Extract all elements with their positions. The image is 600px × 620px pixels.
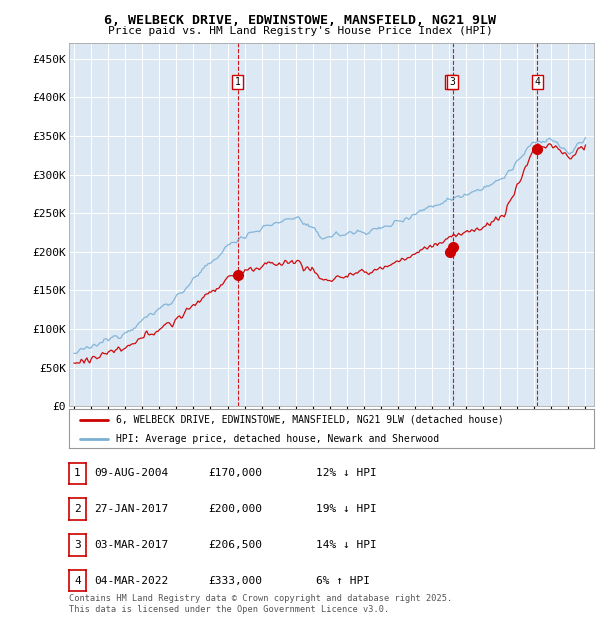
- Text: 19% ↓ HPI: 19% ↓ HPI: [316, 504, 377, 514]
- Text: 1: 1: [74, 468, 81, 478]
- Text: £200,000: £200,000: [208, 504, 262, 514]
- Text: £170,000: £170,000: [208, 468, 262, 478]
- Text: 6, WELBECK DRIVE, EDWINSTOWE, MANSFIELD, NG21 9LW: 6, WELBECK DRIVE, EDWINSTOWE, MANSFIELD,…: [104, 14, 496, 27]
- Text: 3: 3: [449, 77, 455, 87]
- Text: 6, WELBECK DRIVE, EDWINSTOWE, MANSFIELD, NG21 9LW (detached house): 6, WELBECK DRIVE, EDWINSTOWE, MANSFIELD,…: [116, 415, 504, 425]
- Text: 4: 4: [74, 576, 81, 586]
- Text: 2: 2: [448, 77, 453, 87]
- Text: 2: 2: [74, 504, 81, 514]
- Text: 03-MAR-2017: 03-MAR-2017: [94, 540, 169, 550]
- Text: HPI: Average price, detached house, Newark and Sherwood: HPI: Average price, detached house, Newa…: [116, 434, 439, 444]
- Text: 6% ↑ HPI: 6% ↑ HPI: [316, 576, 370, 586]
- Text: 04-MAR-2022: 04-MAR-2022: [94, 576, 169, 586]
- Text: 3: 3: [74, 540, 81, 550]
- Text: 09-AUG-2004: 09-AUG-2004: [94, 468, 169, 478]
- Text: Contains HM Land Registry data © Crown copyright and database right 2025.
This d: Contains HM Land Registry data © Crown c…: [69, 595, 452, 614]
- Text: 4: 4: [535, 77, 540, 87]
- Text: 1: 1: [235, 77, 241, 87]
- Text: 14% ↓ HPI: 14% ↓ HPI: [316, 540, 377, 550]
- Text: 27-JAN-2017: 27-JAN-2017: [94, 504, 169, 514]
- Text: Price paid vs. HM Land Registry's House Price Index (HPI): Price paid vs. HM Land Registry's House …: [107, 26, 493, 36]
- Text: 12% ↓ HPI: 12% ↓ HPI: [316, 468, 377, 478]
- Text: £206,500: £206,500: [208, 540, 262, 550]
- Text: £333,000: £333,000: [208, 576, 262, 586]
